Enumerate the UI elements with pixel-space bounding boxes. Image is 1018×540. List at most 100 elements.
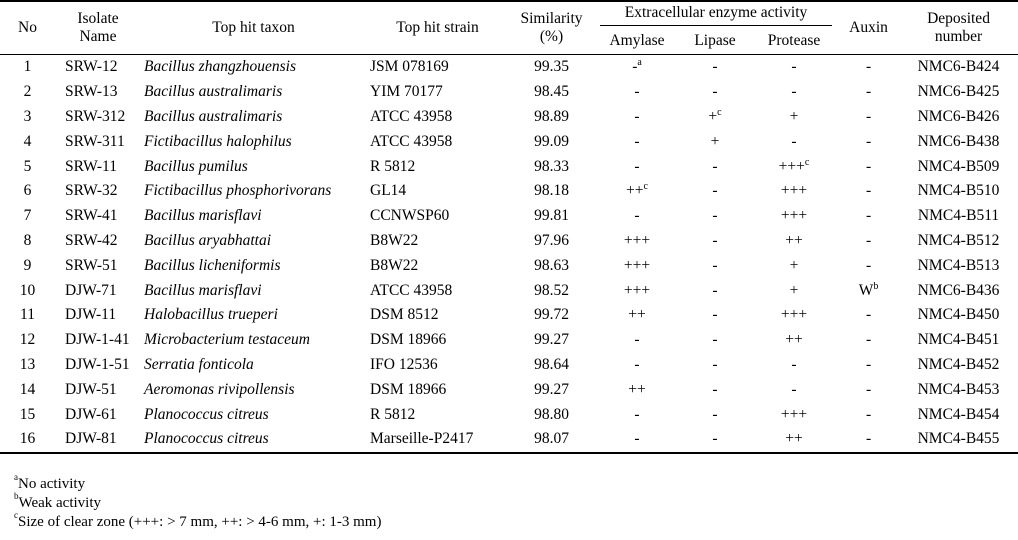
cell-similarity-value: 98.33: [534, 157, 569, 175]
cell-protease-value: +++: [780, 405, 808, 423]
cell-isolate-name-value: SRW-32: [65, 182, 118, 200]
cell-top-hit-strain: B8W22: [366, 253, 509, 278]
cell-amylase: -: [594, 105, 680, 130]
cell-lipase: -: [680, 303, 750, 328]
cell-amylase-value: ++: [628, 380, 646, 398]
cell-isolate-name-value: SRW-311: [65, 132, 125, 150]
cell-auxin-value: -: [865, 83, 872, 101]
cell-top-hit-strain-value: Marseille-P2417: [370, 430, 474, 448]
cell-top-hit-taxon-value: Bacillus licheniformis: [144, 256, 281, 274]
cell-top-hit-strain-value: ATCC 43958: [370, 132, 453, 150]
cell-protease-value: -: [791, 83, 797, 101]
cell-top-hit-strain-value: GL14: [370, 182, 407, 200]
cell-deposited-number: NMC6-B426: [899, 105, 1018, 130]
header-similarity: Similarity (%): [509, 0, 594, 55]
cell-lipase-value: -: [712, 231, 718, 249]
cell-amylase-value: +++: [623, 256, 651, 274]
cell-lipase-value: -: [712, 405, 718, 423]
cell-auxin: -: [838, 179, 899, 204]
cell-isolate-name: SRW-11: [55, 154, 141, 179]
cell-isolate-name: SRW-51: [55, 253, 141, 278]
cell-lipase-value: -: [712, 430, 718, 448]
cell-isolate-name-value: DJW-61: [65, 405, 117, 423]
cell-protease: +: [750, 253, 838, 278]
cell-deposited-number-value: NMC4-B453: [917, 380, 1000, 398]
cell-top-hit-taxon-value: Bacillus pumilus: [144, 157, 248, 175]
footnote-b: bWeak activity: [14, 492, 101, 512]
table-row: 6 SRW-32 Fictibacillus phosphorivorans GL14…: [0, 179, 1018, 204]
cell-protease-value: +++: [780, 207, 808, 225]
cell-isolate-name: SRW-311: [55, 129, 141, 154]
cell-isolate-name-value: SRW-41: [65, 207, 118, 225]
cell-deposited-number: NMC4-B509: [899, 154, 1018, 179]
cell-similarity-value: 99.72: [534, 306, 569, 324]
table-body: 1 SRW-12 Bacillus zhangzhouensis JSM 078169…: [0, 55, 1018, 454]
cell-amylase-value: -: [634, 132, 640, 150]
cell-top-hit-taxon: Bacillus pumilus: [141, 154, 366, 179]
cell-no-value: 11: [20, 306, 35, 324]
cell-lipase-value: -: [712, 355, 718, 373]
cell-auxin-value: -: [865, 256, 872, 274]
cell-no: 7: [0, 204, 55, 229]
cell-protease-value: -: [791, 355, 797, 373]
header-similarity-text: Similarity (%): [520, 10, 583, 45]
cell-no: 8: [0, 229, 55, 254]
cell-no-value: 9: [23, 256, 32, 274]
table-row: 9 SRW-51 Bacillus licheniformis B8W22 98.63 +…: [0, 253, 1018, 278]
header-deposited-number: Deposited number: [899, 0, 1018, 55]
cell-no-value: 16: [19, 430, 36, 448]
cell-similarity-value: 98.80: [534, 405, 569, 423]
cell-amylase-value: ++: [628, 306, 646, 324]
cell-auxin: -: [838, 129, 899, 154]
cell-top-hit-taxon: Serratia fonticola: [141, 353, 366, 378]
cell-isolate-name-value: SRW-51: [65, 256, 118, 274]
cell-lipase-value: -: [712, 58, 718, 76]
footnote-text: Size of clear zone (+++: > 7 mm, ++: > 4…: [18, 514, 382, 530]
cell-deposited-number: NMC6-B425: [899, 80, 1018, 105]
cell-lipase-value: -: [712, 331, 718, 349]
cell-no: 10: [0, 278, 55, 303]
cell-amylase: -: [594, 402, 680, 427]
cell-amylase-value: +++: [623, 281, 651, 299]
cell-deposited-number: NMC6-B438: [899, 129, 1018, 154]
cell-isolate-name: SRW-13: [55, 80, 141, 105]
cell-top-hit-strain: DSM 18966: [366, 377, 509, 402]
cell-top-hit-taxon: Fictibacillus phosphorivorans: [141, 179, 366, 204]
footnote-marker: b: [873, 280, 879, 292]
cell-top-hit-strain: ATCC 43958: [366, 105, 509, 130]
cell-protease: ++: [750, 426, 839, 454]
cell-amylase: -: [594, 129, 680, 154]
cell-auxin: -: [838, 303, 899, 328]
cell-amylase: +++: [594, 278, 680, 303]
cell-no: 16: [0, 426, 55, 454]
cell-amylase: -: [594, 204, 680, 229]
cell-auxin-value: -: [865, 331, 872, 349]
cell-no-value: 2: [23, 83, 32, 101]
cell-top-hit-strain-value: IFO 12536: [370, 355, 438, 373]
cell-top-hit-taxon: Bacillus marisflavi: [141, 278, 366, 303]
cell-protease-value: +++: [778, 157, 805, 175]
header-no: No: [0, 0, 55, 55]
cell-top-hit-taxon: Halobacillus trueperi: [141, 303, 366, 328]
table-row: 13 DJW-1-51 Serratia fonticola IFO 12536 98.…: [0, 353, 1018, 378]
cell-lipase: -: [680, 204, 750, 229]
cell-isolate-name: SRW-41: [55, 204, 141, 229]
cell-lipase-value: -: [712, 281, 718, 299]
cell-top-hit-strain-value: DSM 18966: [370, 331, 447, 349]
cell-lipase-value: -: [712, 380, 718, 398]
footnote-marker: a: [637, 57, 642, 69]
table-row: 15 DJW-61 Planococcus citreus R 5812 98.80 - -…: [0, 402, 1018, 427]
cell-no: 5: [0, 154, 55, 179]
cell-amylase: ++: [594, 377, 680, 402]
cell-protease: ++: [750, 229, 838, 254]
cell-protease-value: +: [789, 281, 799, 299]
cell-similarity: 98.52: [509, 278, 594, 303]
footnote-c: cSize of clear zone (+++: > 7 mm, ++: > …: [14, 511, 382, 531]
cell-similarity: 99.27: [509, 328, 594, 353]
footnote-text: No activity: [18, 476, 86, 492]
table-row: 14 DJW-51 Aeromonas rivipollensis DSM 18966…: [0, 377, 1018, 402]
footnote-a: aNo activity: [14, 473, 86, 493]
cell-amylase: ++: [594, 303, 680, 328]
cell-lipase-value: +: [710, 132, 720, 150]
footnote-marker: c: [804, 156, 810, 168]
